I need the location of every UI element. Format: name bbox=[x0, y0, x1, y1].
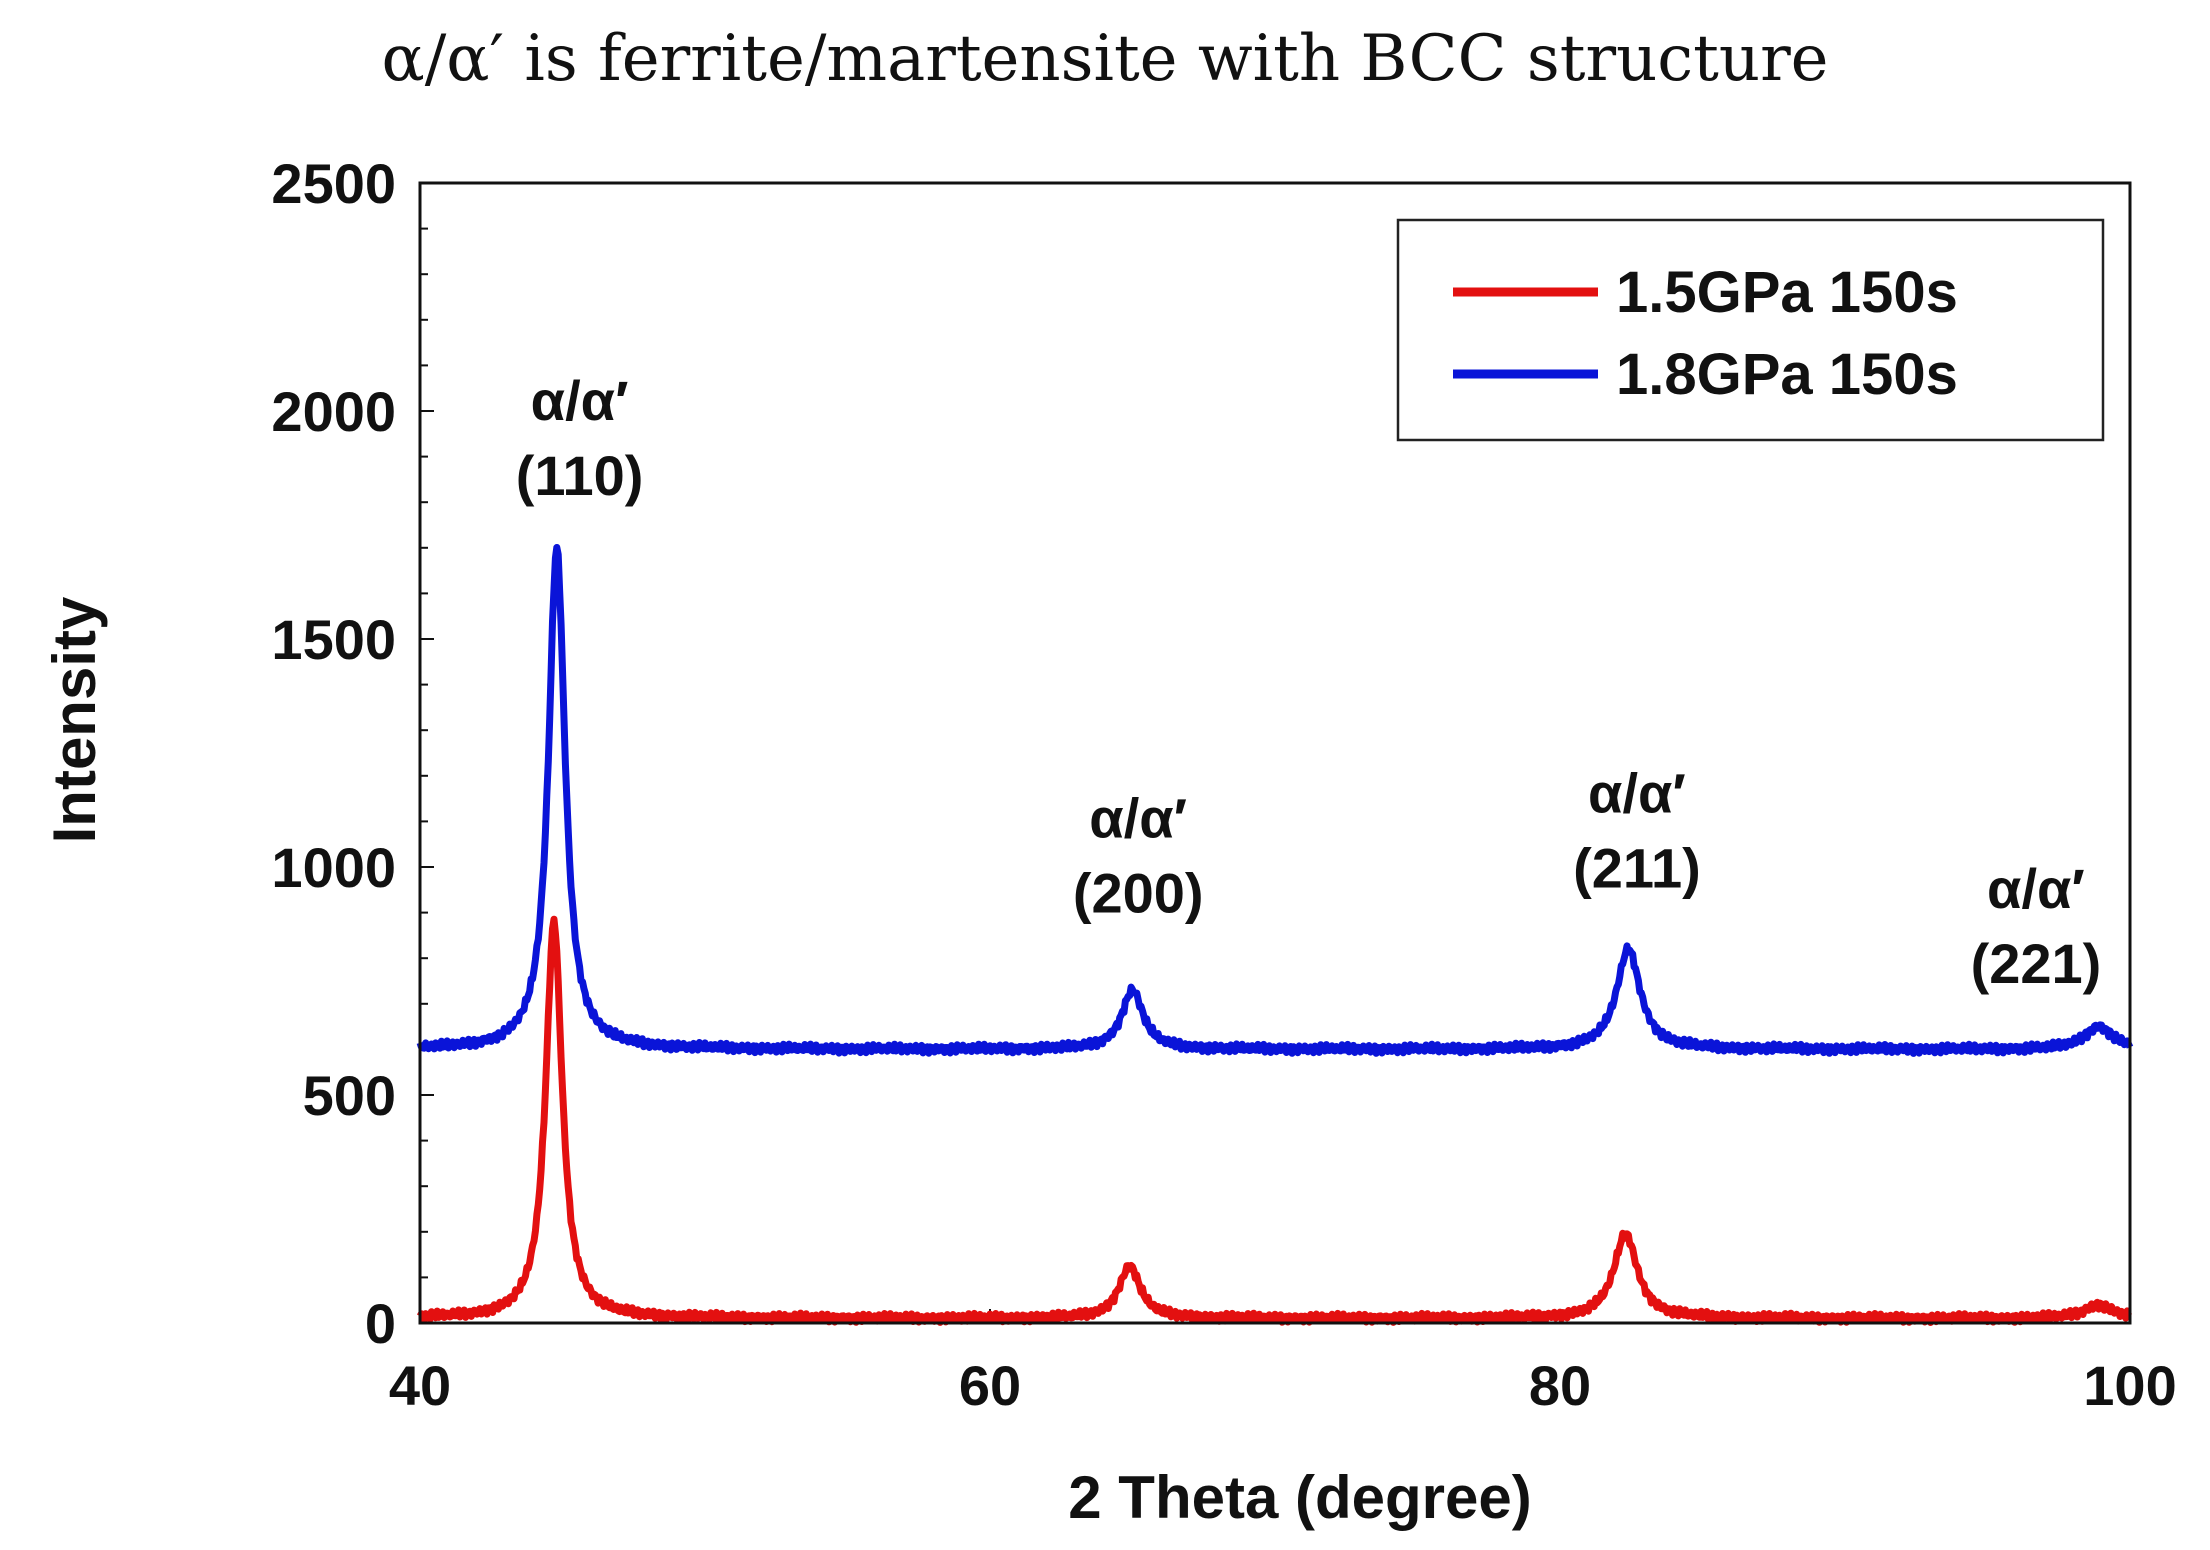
x-tick-label: 80 bbox=[1529, 1354, 1591, 1417]
legend-label-1-8gpa: 1.8GPa 150s bbox=[1616, 342, 1958, 407]
peak-label-plane: (211) bbox=[1573, 836, 1701, 899]
x-axis-title: 2 Theta (degree) bbox=[1068, 1464, 1531, 1531]
y-tick-label: 2500 bbox=[271, 152, 396, 215]
annotation-layer: α/α′ (110) α/α′ (200) α/α′ (211) α/α′ (221) bbox=[516, 369, 2102, 995]
peak-label-plane: (110) bbox=[516, 444, 644, 507]
legend-label-1-5gpa: 1.5GPa 150s bbox=[1616, 260, 1958, 325]
y-tick-label: 1000 bbox=[271, 836, 396, 899]
y-tick-label: 2000 bbox=[271, 380, 396, 443]
legend-box bbox=[1396, 218, 2105, 442]
series-line-0 bbox=[416, 915, 2133, 1326]
peak-label-plane: (200) bbox=[1073, 861, 1204, 924]
y-axis-title: Intensity bbox=[41, 596, 108, 843]
series-line-1 bbox=[416, 544, 2134, 1057]
peak-label-phase: α/α′ bbox=[1089, 786, 1187, 849]
peak-label-phase: α/α′ bbox=[1588, 761, 1686, 824]
x-tick-label: 100 bbox=[2083, 1354, 2176, 1417]
y-tick-label: 0 bbox=[365, 1292, 396, 1355]
peak-label-phase: α/α′ bbox=[1987, 857, 2085, 920]
chart-title: α/α′ is ferrite/martensite with BCC stru… bbox=[381, 22, 1829, 96]
x-tick-label: 60 bbox=[959, 1354, 1021, 1417]
tick-layer: 0 500 1000 1500 2000 2500 40 60 80 100 bbox=[271, 152, 2176, 1417]
y-tick-label: 1500 bbox=[271, 608, 396, 671]
peak-label-phase: α/α′ bbox=[531, 369, 629, 432]
plot-frame bbox=[418, 181, 2132, 1325]
y-tick-label: 500 bbox=[303, 1064, 396, 1127]
peak-label-plane: (221) bbox=[1971, 932, 2102, 995]
legend: 1.5GPa 150s 1.8GPa 150s bbox=[1396, 218, 2105, 442]
series-layer bbox=[416, 544, 2134, 1326]
x-tick-label: 40 bbox=[389, 1354, 451, 1417]
